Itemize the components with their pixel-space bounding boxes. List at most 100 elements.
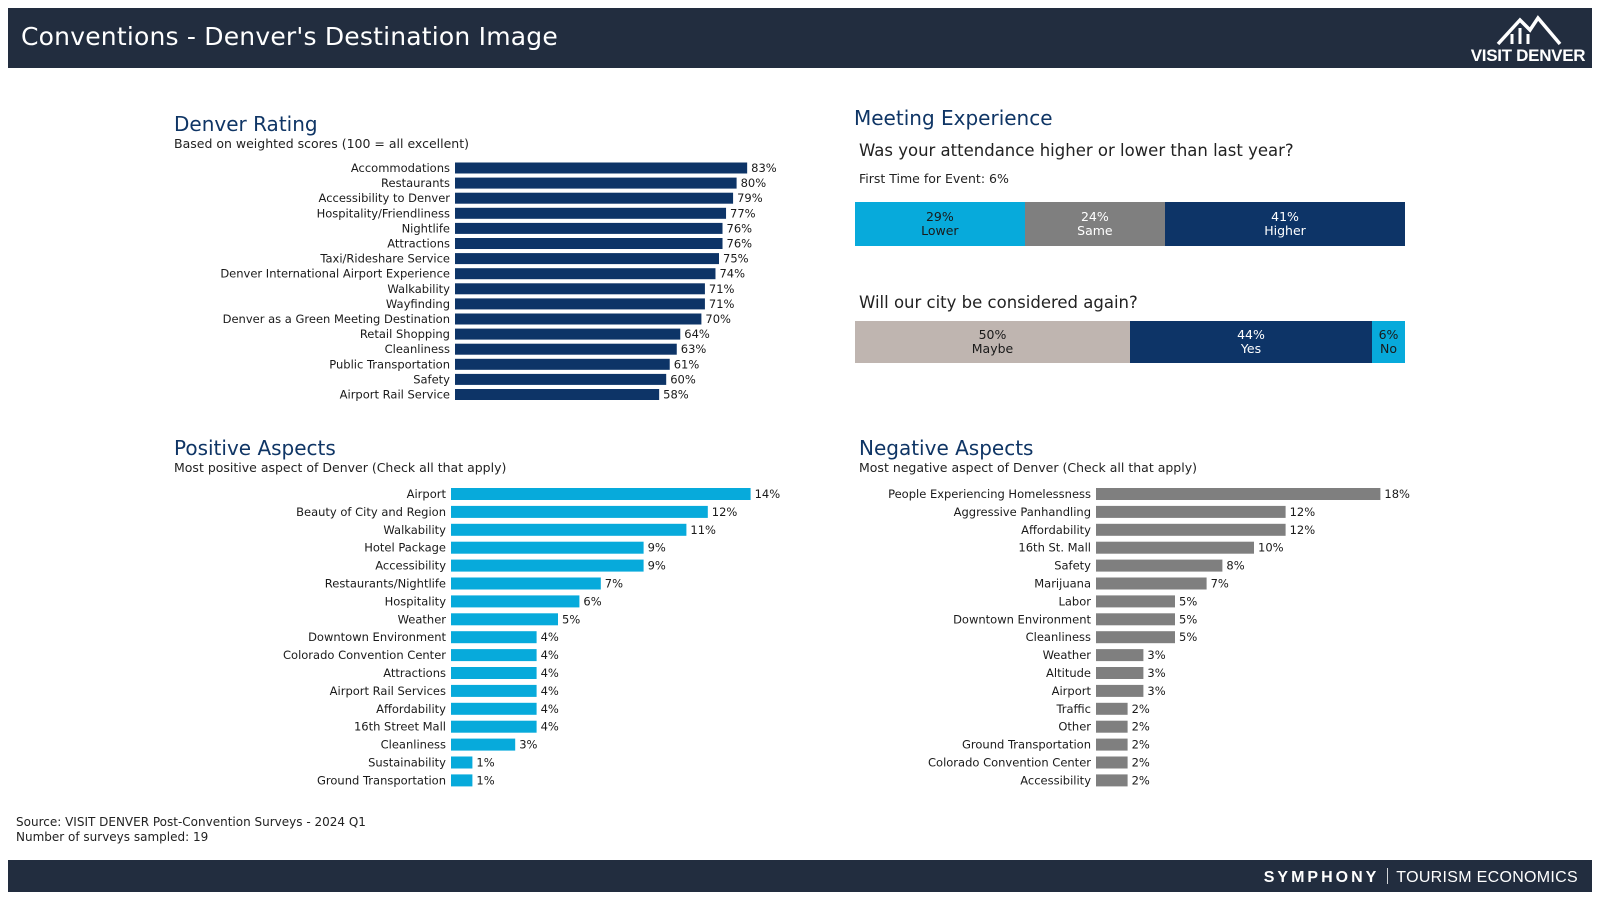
bar (455, 358, 670, 370)
value-label: 5% (562, 612, 580, 626)
bar (455, 313, 702, 325)
value-label: 5% (1179, 594, 1197, 608)
value-label: 7% (1211, 577, 1229, 591)
logo-text: VISIT DENVER (1470, 46, 1586, 65)
segment-label: Yes (1240, 341, 1262, 356)
segment-label: Maybe (971, 341, 1014, 356)
category-label: Nightlife (402, 221, 450, 235)
brand-primary: SYMPHONY (1263, 869, 1380, 886)
symphony-brand: SYMPHONY TOURISM ECONOMICS (1264, 868, 1578, 887)
segment-label: No (1380, 341, 1397, 356)
bar (451, 649, 537, 662)
segment-label: Higher (1264, 223, 1306, 238)
bar (451, 523, 687, 536)
stack-segment-maybe: 50% Maybe (855, 321, 1130, 363)
stack-segment-yes: 44% Yes (1130, 321, 1372, 363)
category-label: Public Transportation (329, 357, 450, 371)
value-label: 2% (1132, 720, 1150, 734)
bar (1096, 720, 1128, 733)
value-label: 80% (741, 176, 767, 190)
source-note: Source: VISIT DENVER Post-Convention Sur… (16, 815, 366, 845)
bar (1096, 613, 1175, 626)
rating-chart: Accommodations 83% Restaurants 80% Accessibi… (220, 161, 776, 402)
positive-subtitle: Most positive aspect of Denver (Check al… (174, 460, 507, 475)
bar (451, 488, 751, 500)
source-line: Source: VISIT DENVER Post-Convention Sur… (16, 815, 366, 829)
bar (1096, 702, 1128, 715)
meeting-title: Meeting Experience (854, 106, 1053, 130)
bar (1096, 667, 1144, 679)
value-label: 1% (476, 773, 494, 787)
bar (455, 162, 748, 174)
considered-stacked-bar: 50% Maybe 44% Yes 6% No (855, 321, 1405, 363)
bar (455, 343, 677, 355)
category-label: Retail Shopping (360, 327, 450, 341)
value-label: 4% (541, 720, 559, 734)
value-label: 4% (541, 702, 559, 716)
value-label: 9% (648, 541, 666, 555)
bar (455, 298, 705, 310)
bar (451, 738, 516, 751)
rating-title: Denver Rating (174, 112, 318, 136)
bar (455, 207, 727, 219)
bar (451, 505, 708, 518)
category-label: Hospitality (385, 594, 447, 608)
bar (455, 222, 723, 234)
bar (1096, 577, 1207, 590)
value-label: 3% (519, 738, 537, 752)
category-label: Walkability (387, 282, 450, 296)
category-label: Aggressive Panhandling (954, 505, 1091, 519)
category-label: Cleanliness (381, 738, 446, 752)
category-label: Weather (1043, 648, 1092, 662)
visit-denver-logo: VISIT DENVER (1468, 12, 1588, 68)
value-label: 60% (670, 372, 696, 386)
category-label: Airport Rail Service (340, 388, 450, 402)
value-label: 12% (1290, 505, 1316, 519)
value-label: 70% (705, 312, 731, 326)
segment-percent: 24% (1080, 209, 1109, 224)
segment-label: Same (1077, 223, 1113, 238)
segment-label: Lower (921, 223, 959, 238)
bar (455, 389, 660, 400)
value-label: 3% (1147, 666, 1165, 680)
value-label: 5% (1179, 630, 1197, 644)
category-label: Colorado Convention Center (928, 756, 1091, 770)
sample-size-line: Number of surveys sampled: 19 (16, 830, 209, 844)
bar (451, 613, 558, 626)
category-label: Wayfinding (386, 297, 450, 311)
category-label: Weather (398, 612, 447, 626)
bar (451, 720, 537, 733)
value-label: 4% (541, 666, 559, 680)
value-label: 6% (583, 594, 601, 608)
stack-segment-lower: 29% Lower (855, 202, 1025, 246)
category-label: Traffic (1055, 702, 1091, 716)
bar (451, 577, 601, 590)
value-label: 58% (663, 388, 689, 402)
category-label: Safety (413, 372, 450, 386)
category-label: Restaurants (381, 176, 450, 190)
bar (451, 702, 537, 715)
bar (455, 268, 716, 280)
bar (451, 756, 473, 769)
category-label: Accommodations (351, 161, 450, 175)
category-label: Affordability (1021, 523, 1091, 537)
stack-segment-higher: 41% Higher (1165, 202, 1405, 246)
value-label: 3% (1147, 684, 1165, 698)
category-label: Other (1058, 720, 1091, 734)
value-label: 4% (541, 684, 559, 698)
value-label: 12% (712, 505, 738, 519)
negative-subtitle: Most negative aspect of Denver (Check al… (859, 460, 1197, 475)
category-label: Denver as a Green Meeting Destination (223, 312, 450, 326)
bar (451, 684, 537, 697)
category-label: 16th Street Mall (354, 720, 446, 734)
stack-segment-same: 24% Same (1024, 202, 1166, 246)
value-label: 4% (541, 648, 559, 662)
category-label: Beauty of City and Region (296, 505, 446, 519)
value-label: 10% (1258, 541, 1284, 555)
bar (451, 667, 537, 679)
value-label: 11% (690, 523, 716, 537)
category-label: Walkability (383, 523, 446, 537)
bar (1096, 541, 1254, 554)
category-label: Airport (1052, 684, 1092, 698)
value-label: 2% (1132, 756, 1150, 770)
